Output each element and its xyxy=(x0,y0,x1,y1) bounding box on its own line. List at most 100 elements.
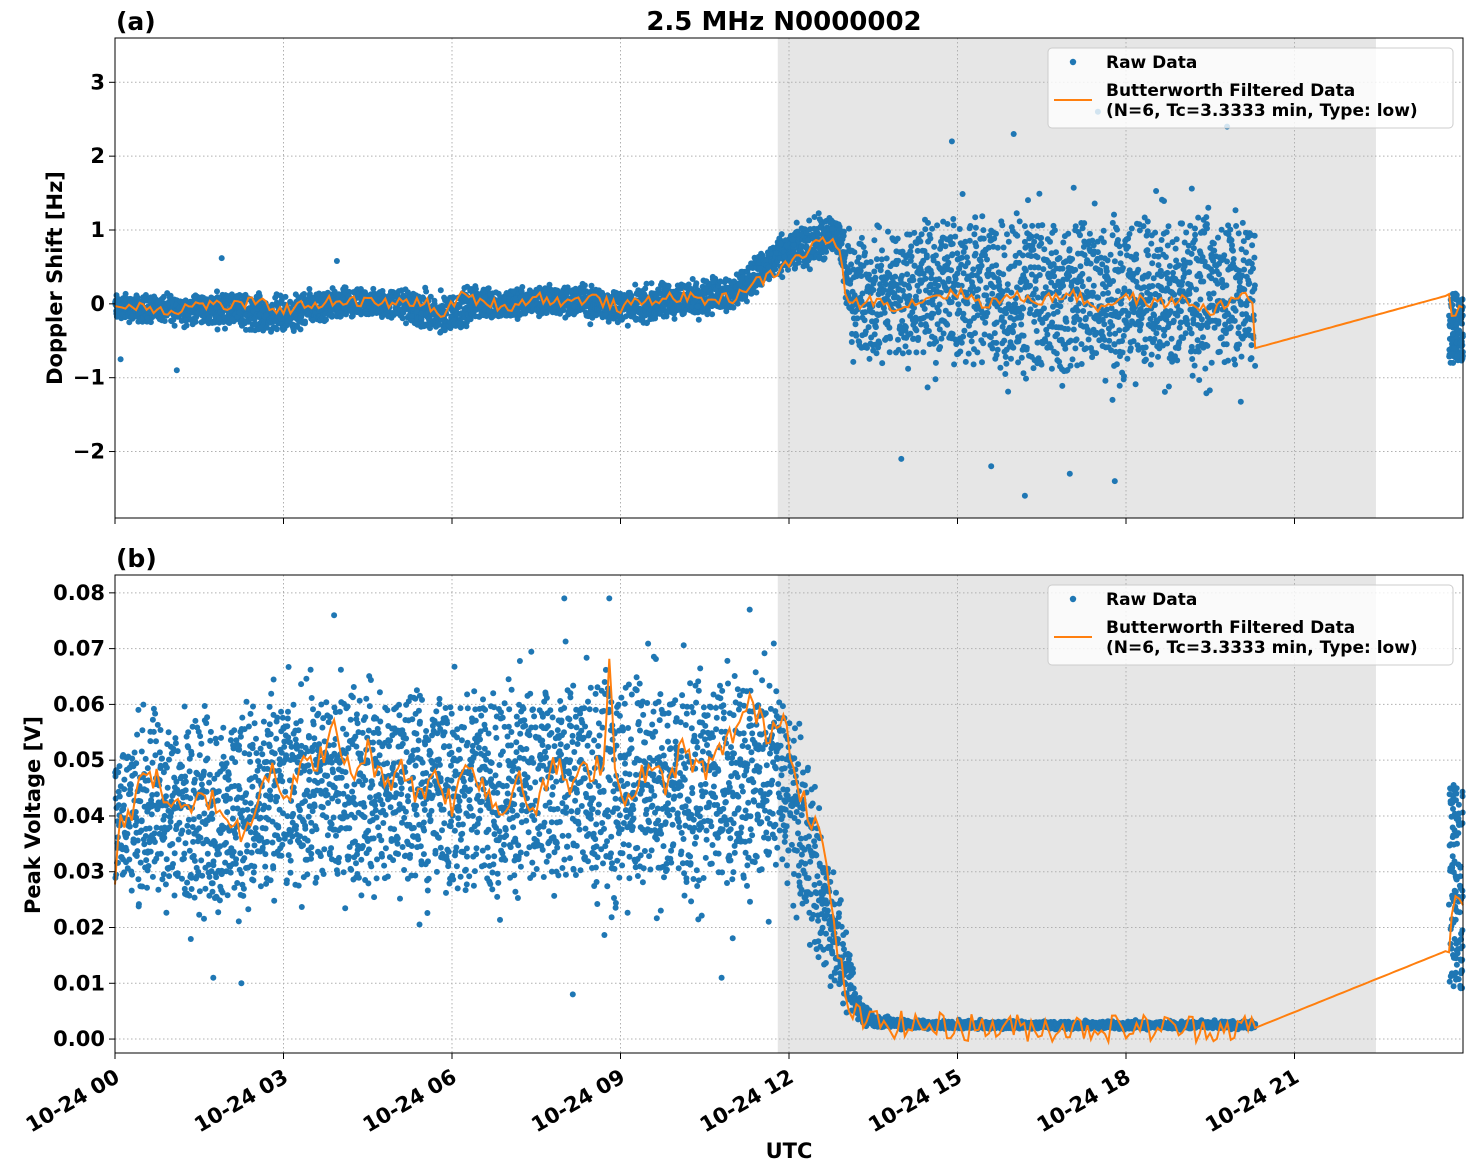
raw-data-point xyxy=(1053,249,1059,256)
raw-data-point xyxy=(138,817,145,824)
raw-data-point xyxy=(975,286,982,293)
raw-data-point xyxy=(873,350,880,357)
raw-data-point xyxy=(1001,337,1008,344)
raw-data-point xyxy=(1041,305,1047,312)
raw-data-point xyxy=(1215,320,1222,327)
raw-data-point xyxy=(147,319,154,326)
raw-data-point xyxy=(1011,316,1017,323)
raw-data-point xyxy=(944,321,951,328)
raw-data-point xyxy=(370,285,377,292)
raw-data-point xyxy=(993,352,1000,358)
raw-data-point xyxy=(956,307,963,314)
raw-data-point xyxy=(850,266,857,273)
raw-data-point xyxy=(970,266,977,273)
raw-data-point xyxy=(1136,221,1143,228)
raw-data-point xyxy=(959,254,965,261)
raw-data-point xyxy=(742,294,749,301)
raw-data-point xyxy=(746,272,753,279)
raw-data-point xyxy=(960,270,967,277)
raw-data-point xyxy=(1100,227,1107,234)
raw-data-point xyxy=(1113,361,1120,368)
raw-data-point xyxy=(1237,285,1244,291)
raw-data-point xyxy=(1216,271,1222,278)
raw-data-point xyxy=(1210,290,1217,297)
raw-data-point xyxy=(925,219,931,226)
raw-data-point xyxy=(135,901,142,908)
raw-data-point xyxy=(968,338,975,345)
raw-data-point xyxy=(502,312,509,319)
raw-data-point xyxy=(1072,337,1079,344)
raw-data-point xyxy=(148,811,155,818)
raw-data-point xyxy=(1000,271,1007,278)
raw-data-point xyxy=(169,841,176,847)
raw-data-point xyxy=(1005,238,1012,245)
raw-data-point xyxy=(989,290,996,297)
raw-data-point xyxy=(1157,267,1164,274)
raw-data-point xyxy=(1121,287,1128,294)
raw-data-point xyxy=(918,231,925,238)
raw-data-point xyxy=(135,706,142,713)
raw-data-point xyxy=(1208,254,1215,261)
raw-data-point xyxy=(1004,330,1011,337)
raw-data-point xyxy=(838,240,845,247)
panel-a-legend-filtered-params: (N=6, Tc=3.3333 min, Type: low) xyxy=(1106,101,1418,121)
raw-data-point xyxy=(1062,345,1069,352)
raw-data-point xyxy=(981,331,988,338)
raw-data-point xyxy=(1188,185,1195,192)
raw-data-point xyxy=(1020,305,1027,312)
raw-data-point xyxy=(1196,377,1203,383)
raw-data-point xyxy=(1158,286,1165,293)
raw-data-point xyxy=(1094,249,1101,256)
raw-data-point xyxy=(1191,362,1198,369)
panel-b-peak-voltage: 0.000.010.020.030.040.050.060.070.08 10-… xyxy=(21,544,1466,1163)
raw-data-point xyxy=(1237,398,1244,405)
raw-data-point xyxy=(263,324,270,331)
raw-data-point xyxy=(1034,254,1041,261)
raw-data-point xyxy=(885,228,891,235)
raw-data-point xyxy=(1189,372,1196,379)
raw-data-point xyxy=(945,259,952,266)
raw-outlier-point xyxy=(117,356,124,363)
raw-data-point xyxy=(571,311,577,318)
raw-data-point xyxy=(829,226,836,232)
raw-data-point xyxy=(1149,320,1156,327)
raw-data-point xyxy=(1089,237,1096,244)
raw-data-point xyxy=(229,316,236,323)
raw-data-point xyxy=(1128,225,1135,232)
raw-data-point xyxy=(840,228,847,235)
raw-data-point xyxy=(1188,343,1195,350)
raw-data-point xyxy=(309,317,316,324)
raw-data-point xyxy=(408,313,415,319)
raw-data-point xyxy=(1031,318,1038,325)
raw-data-point xyxy=(954,351,961,358)
raw-data-point xyxy=(1051,227,1058,234)
raw-data-point xyxy=(1205,264,1211,270)
raw-data-point xyxy=(920,349,927,356)
raw-data-point xyxy=(1197,296,1204,303)
raw-data-point xyxy=(252,320,259,327)
raw-data-point xyxy=(1200,334,1206,341)
raw-data-point xyxy=(899,318,906,324)
raw-data-point xyxy=(588,282,595,289)
raw-data-point xyxy=(980,227,987,234)
raw-data-point xyxy=(846,225,852,232)
raw-data-point xyxy=(1078,361,1085,367)
raw-data-point xyxy=(1154,247,1161,253)
raw-data-point xyxy=(1186,287,1192,294)
raw-data-point xyxy=(1140,350,1147,357)
raw-data-point xyxy=(1029,222,1036,229)
raw-data-point xyxy=(1001,252,1008,259)
raw-data-point xyxy=(710,278,717,285)
raw-data-point xyxy=(1097,267,1104,274)
raw-data-point xyxy=(1090,242,1097,249)
raw-data-point xyxy=(920,314,927,321)
raw-data-point xyxy=(1193,286,1200,293)
raw-data-point xyxy=(886,271,893,278)
raw-data-point xyxy=(910,277,917,283)
raw-data-point xyxy=(879,247,885,254)
raw-data-point xyxy=(1192,231,1199,238)
raw-data-point xyxy=(946,237,953,244)
raw-data-point xyxy=(1231,356,1238,363)
raw-data-point xyxy=(456,301,463,308)
raw-data-point xyxy=(815,210,822,217)
